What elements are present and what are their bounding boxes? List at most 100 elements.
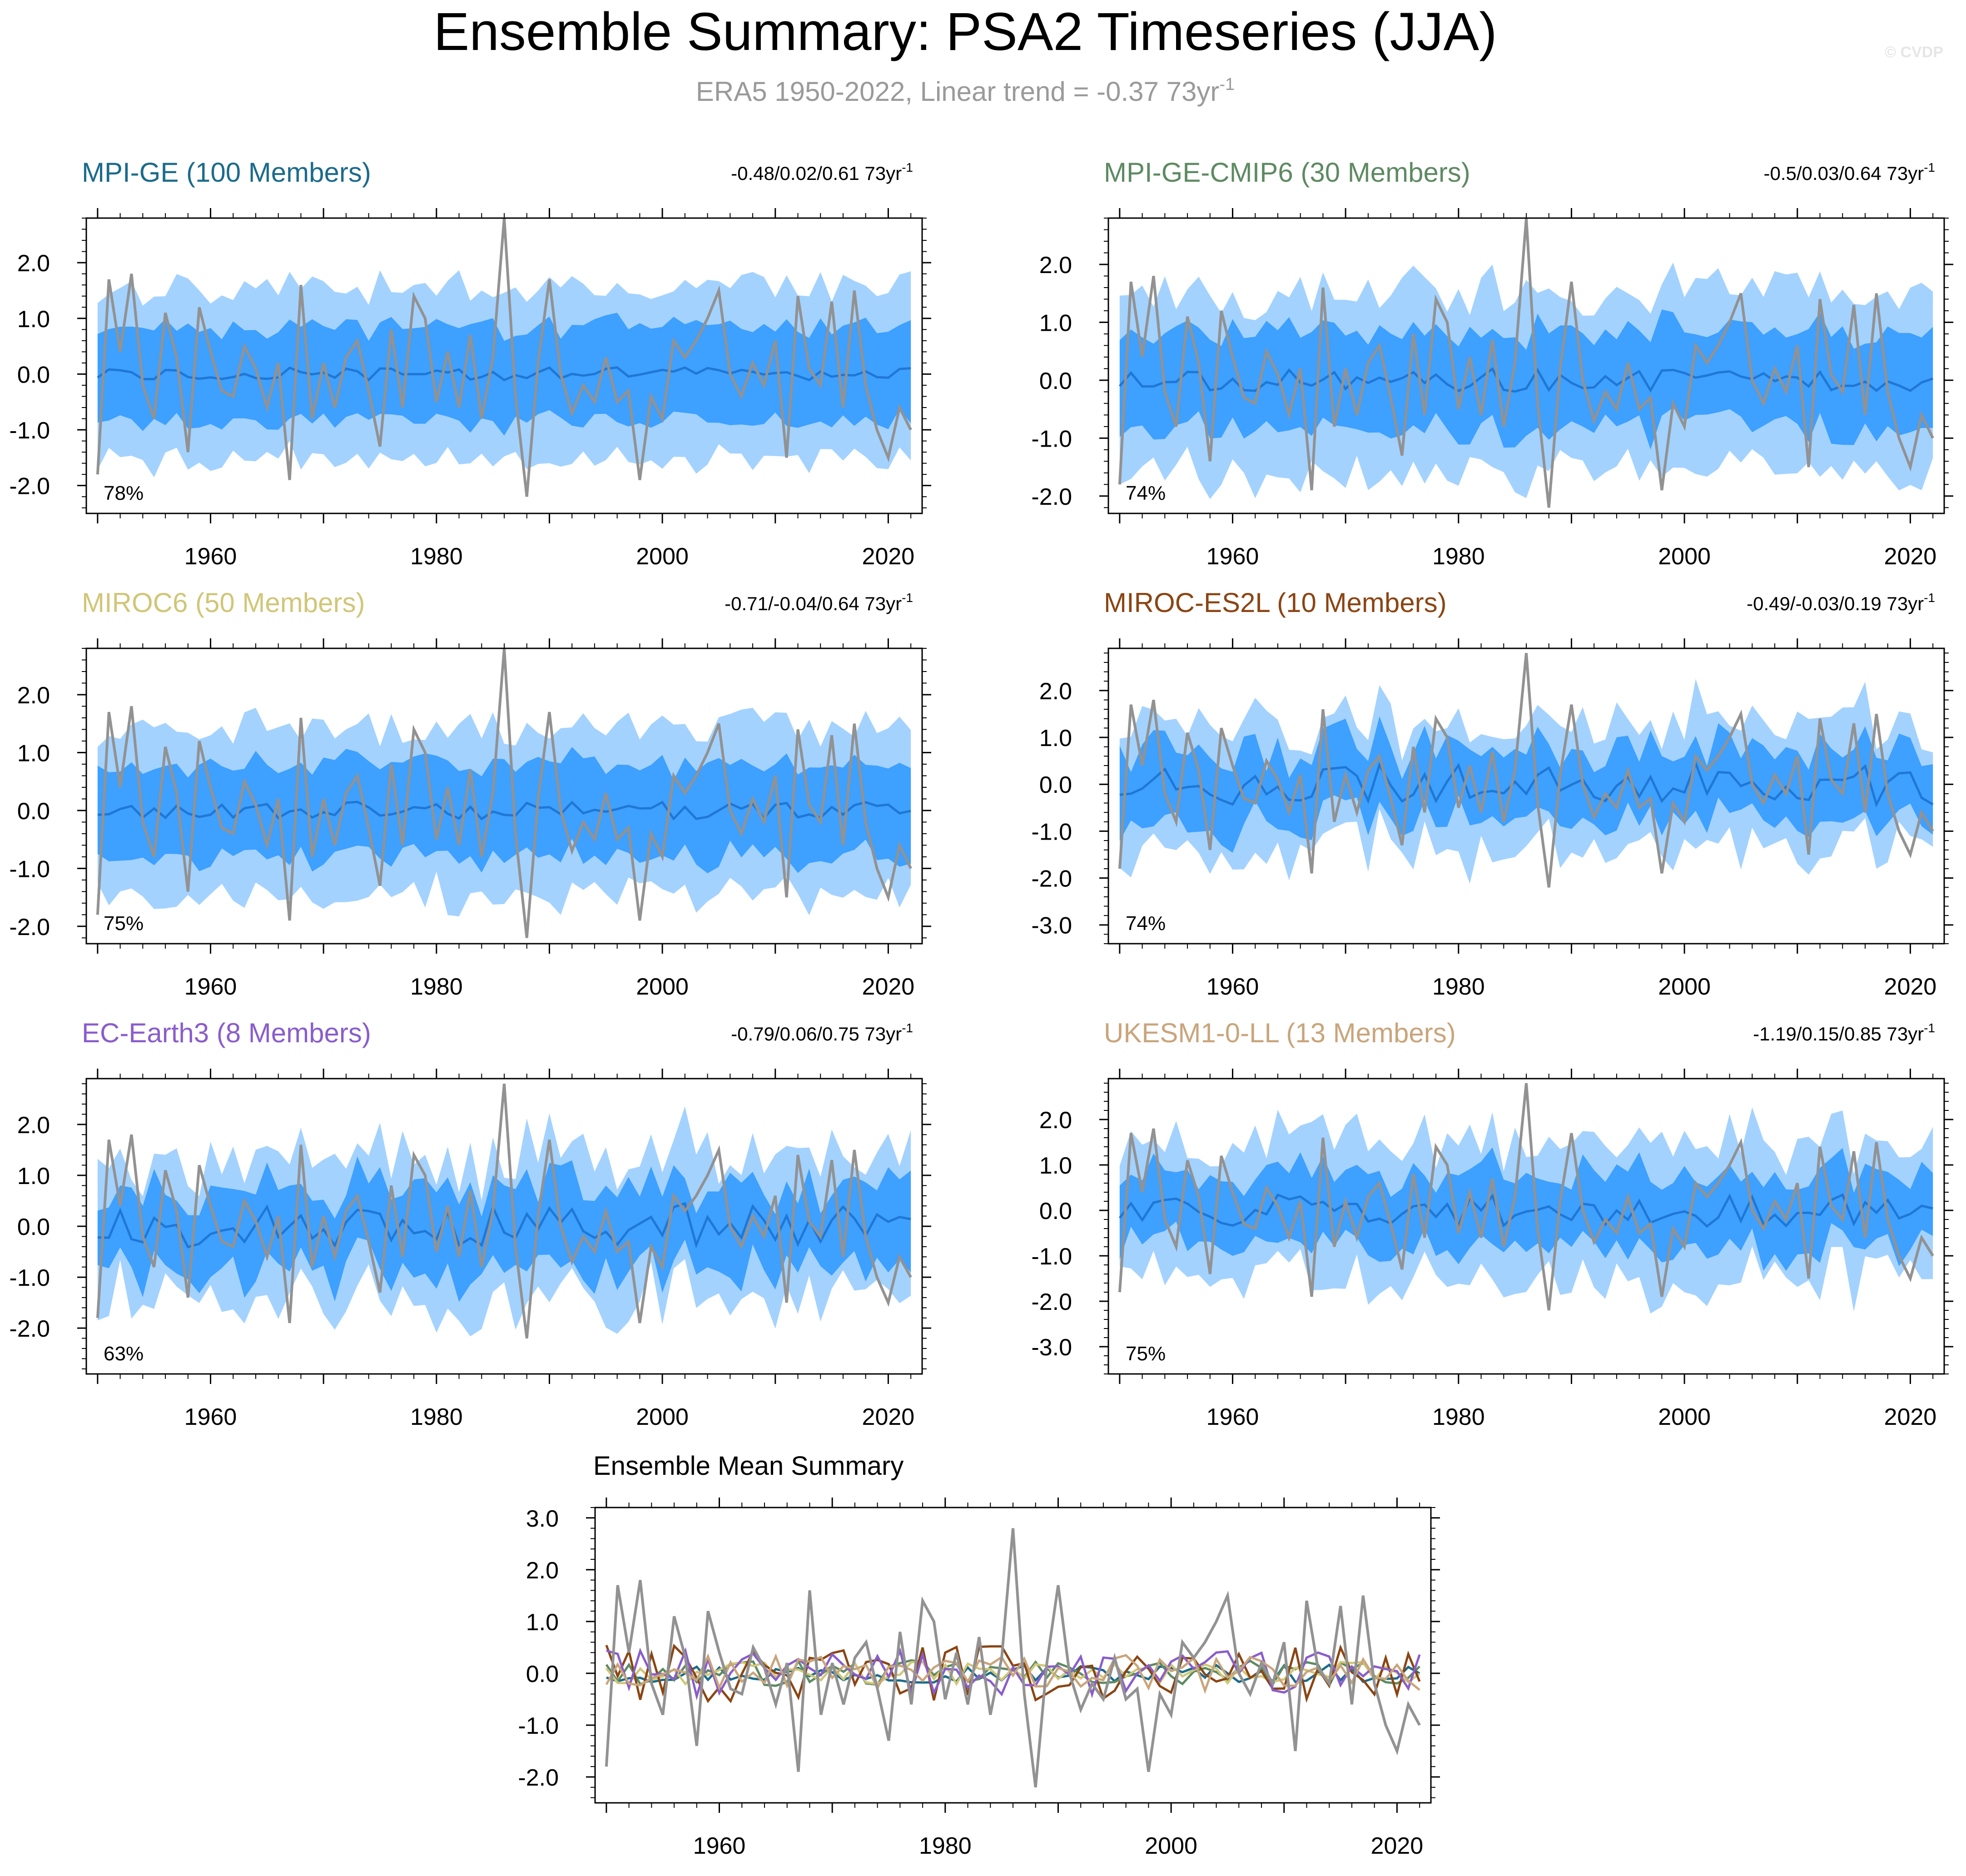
ytick-label: -1.0 <box>1031 426 1072 452</box>
plot-series <box>1118 653 1934 888</box>
panel-miroc6: MIROC6 (50 Members) -0.71/-0.04/0.64 73yr… <box>9 587 931 1000</box>
plot-series <box>1118 1083 1934 1314</box>
panel-title: MIROC6 (50 Members) <box>82 587 365 618</box>
model-mean-line <box>606 1647 1421 1701</box>
ensemble-mean-line <box>97 1202 911 1249</box>
ytick-label: 1.0 <box>17 740 50 766</box>
xtick-label: 2000 <box>636 543 689 570</box>
trend-label-sup: -1 <box>1924 1021 1935 1035</box>
ytick-label: 2.0 <box>17 682 50 709</box>
xtick-label: 2000 <box>1658 1404 1711 1430</box>
ensemble-mean-line <box>1119 760 1934 808</box>
xtick-label: 2000 <box>636 974 689 1000</box>
percent-label: 74% <box>1126 912 1166 935</box>
ytick-label: -2.0 <box>9 1316 50 1342</box>
xtick-label: 1980 <box>410 543 463 570</box>
ytick-label: -2.0 <box>9 914 50 940</box>
model-mean-line <box>605 1653 1420 1694</box>
watermark: © CVDP <box>1885 44 1943 61</box>
ytick-label: -1.0 <box>9 418 50 444</box>
ytick-label: 2.0 <box>1039 252 1072 279</box>
inner-range-band <box>97 1156 911 1302</box>
trend-label: -0.48/0.02/0.61 73yr-1 <box>731 160 913 184</box>
xtick-label: 1980 <box>1432 543 1485 570</box>
ytick-label: 3.0 <box>526 1506 559 1532</box>
trend-label-text: -1.19/0.15/0.85 73yr <box>1753 1023 1924 1045</box>
ytick-label: -1.0 <box>9 1265 50 1291</box>
ytick-label: -3.0 <box>1031 913 1072 939</box>
ytick-label: 1.0 <box>1039 1153 1072 1179</box>
figure-title: Ensemble Summary: PSA2 Timeseries (JJA) <box>434 2 1497 62</box>
xtick-label: 1980 <box>1432 1404 1485 1430</box>
ytick-label: -1.0 <box>518 1713 559 1739</box>
panel-title: EC-Earth3 (8 Members) <box>82 1018 371 1048</box>
trend-label-text: -0.49/-0.03/0.19 73yr <box>1747 593 1924 614</box>
xtick-label: 2020 <box>862 543 915 570</box>
ytick-label: 0.0 <box>526 1661 559 1687</box>
observations-line <box>96 648 912 938</box>
trend-label: -0.71/-0.04/0.64 73yr-1 <box>725 591 913 614</box>
trend-label-text: -0.71/-0.04/0.64 73yr <box>725 593 902 614</box>
ytick-label: 1.0 <box>1039 310 1072 336</box>
trend-label-sup: -1 <box>1924 591 1935 605</box>
plot-series <box>1118 218 1934 508</box>
xtick-label: 1980 <box>410 1404 463 1430</box>
ensemble-mean-line <box>1118 367 1933 393</box>
xtick-label: 2000 <box>1658 974 1711 1000</box>
trend-label-sup: -1 <box>902 160 913 174</box>
figure-subtitle: ERA5 1950-2022, Linear trend = -0.37 73y… <box>696 75 1235 107</box>
trend-label-sup: -1 <box>1924 160 1935 174</box>
ytick-label: -2.0 <box>1031 866 1072 892</box>
ytick-label: 0.0 <box>17 1214 50 1240</box>
plot-background <box>595 1508 1431 1803</box>
panel-title: Ensemble Mean Summary <box>593 1451 904 1481</box>
trend-label: -0.49/-0.03/0.19 73yr-1 <box>1747 591 1935 614</box>
trend-label: -0.5/0.03/0.64 73yr-1 <box>1764 160 1935 184</box>
ytick-label: 2.0 <box>1039 1107 1072 1134</box>
ytick-label: -1.0 <box>9 856 50 882</box>
xtick-label: 1960 <box>693 1833 746 1859</box>
ytick-label: 2.0 <box>1039 678 1072 705</box>
plot-series <box>96 1083 912 1339</box>
ytick-label: 1.0 <box>1039 725 1072 751</box>
observations-line <box>1118 653 1934 888</box>
percent-label: 75% <box>1126 1343 1166 1365</box>
xtick-label: 2020 <box>1884 974 1937 1000</box>
ytick-label: 2.0 <box>526 1558 559 1584</box>
ensemble-mean-line <box>97 801 911 821</box>
plot-series <box>96 648 912 938</box>
xtick-label: 2020 <box>862 1404 915 1430</box>
inner-range-band <box>1119 309 1933 450</box>
ytick-label: 0.0 <box>1039 1198 1072 1224</box>
plot-series <box>605 1528 1421 1788</box>
xtick-label: 2020 <box>1371 1833 1424 1859</box>
trend-label-text: -0.5/0.03/0.64 73yr <box>1764 163 1924 184</box>
xtick-label: 1980 <box>1432 974 1485 1000</box>
xtick-label: 1960 <box>1206 1404 1259 1430</box>
trend-label-text: -0.48/0.02/0.61 73yr <box>731 163 902 184</box>
trend-label-text: -0.79/0.06/0.75 73yr <box>731 1023 902 1045</box>
trend-label: -1.19/0.15/0.85 73yr-1 <box>1753 1021 1935 1045</box>
percent-label: 78% <box>104 482 144 504</box>
xtick-label: 1980 <box>919 1833 972 1859</box>
ytick-label: -1.0 <box>1031 819 1072 845</box>
panel-ec-earth3: EC-Earth3 (8 Members) -0.79/0.06/0.75 73y… <box>9 1018 931 1430</box>
ytick-label: -3.0 <box>1031 1334 1072 1361</box>
ytick-label: -1.0 <box>1031 1244 1072 1270</box>
ytick-label: -2.0 <box>1031 484 1072 510</box>
xtick-label: 1980 <box>410 974 463 1000</box>
panel-ukesm1-0-ll: UKESM1-0-LL (13 Members) -1.19/0.15/0.85 … <box>1031 1018 1953 1430</box>
ytick-label: 1.0 <box>17 306 50 333</box>
panels: MPI-GE (100 Members) -0.48/0.02/0.61 73yr… <box>9 157 1953 1859</box>
xtick-label: 2020 <box>1884 1404 1937 1430</box>
figure-subtitle-sup: -1 <box>1219 75 1235 94</box>
ytick-label: 2.0 <box>17 250 50 277</box>
inner-range-band <box>97 313 911 436</box>
xtick-label: 2000 <box>1145 1833 1197 1859</box>
ensemble-mean-line <box>97 366 911 382</box>
ytick-label: -2.0 <box>518 1765 559 1791</box>
ytick-label: 2.0 <box>17 1112 50 1139</box>
ensemble-mean-line <box>1118 1193 1933 1228</box>
trend-label-sup: -1 <box>902 591 913 605</box>
